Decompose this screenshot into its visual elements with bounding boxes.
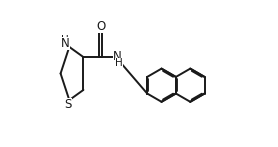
Text: N: N <box>61 37 70 50</box>
Text: S: S <box>64 98 71 111</box>
Text: H: H <box>61 35 69 45</box>
Text: O: O <box>96 20 105 33</box>
Text: H: H <box>115 58 123 68</box>
Text: N: N <box>113 50 122 63</box>
